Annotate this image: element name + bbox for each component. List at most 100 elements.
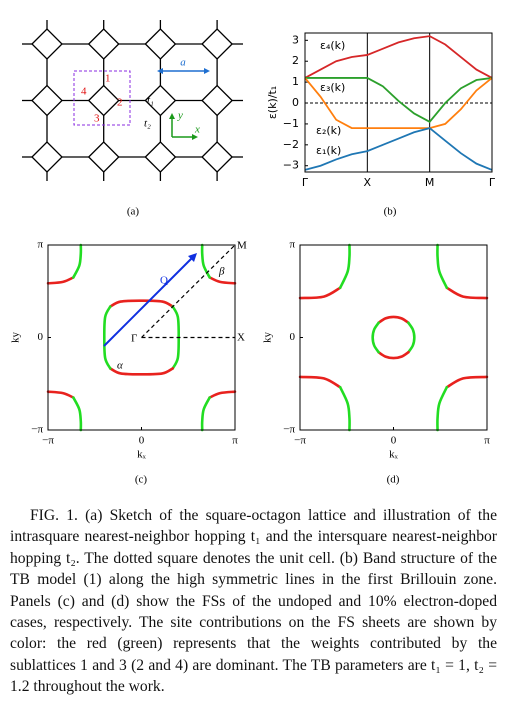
- site-label: 1: [105, 73, 111, 85]
- y-axis-label: ε(k)/t₁: [266, 86, 279, 119]
- y-tick-label: −3: [283, 159, 299, 172]
- q-vector-head: [188, 253, 197, 262]
- panel-label: (d): [387, 474, 400, 486]
- figure: 1 2 3 4 t₁ t₂ a y x (a) (b) (c) (d) Γ X M Γ…: [10, 20, 496, 486]
- x-tick-label: 0: [391, 435, 397, 447]
- y-tick-label: 1: [292, 75, 299, 88]
- x-tick-label: Γ: [302, 176, 309, 189]
- fermi-surface: [377, 350, 410, 360]
- fermi-surface: [338, 385, 351, 432]
- fermi-surface: [108, 299, 175, 308]
- square: [144, 28, 177, 60]
- axis-label: x: [194, 124, 200, 136]
- lattice-arrow-head: [157, 68, 210, 74]
- panel-label: (b): [384, 206, 397, 218]
- y-tick-label: 2: [292, 54, 299, 67]
- square: [31, 141, 63, 173]
- square: [144, 141, 177, 173]
- annotation: X: [237, 332, 245, 344]
- annotation: M: [237, 240, 247, 252]
- annotation: α: [117, 360, 123, 372]
- band-line: [305, 77, 493, 123]
- axes-arrow-heads: [169, 113, 198, 140]
- fermi-surface: [208, 390, 237, 399]
- band-label: ε₁(k): [316, 144, 341, 157]
- y-tick-label: π: [37, 239, 43, 251]
- axis-label: y: [177, 110, 183, 122]
- x-tick-label: π: [484, 435, 490, 447]
- site-label: 4: [81, 86, 87, 98]
- plot-frame: [299, 244, 488, 431]
- band-line: [304, 127, 493, 171]
- x-axis-label: kₓ: [389, 449, 399, 461]
- band-line: [304, 77, 493, 130]
- panel-c-annotations: Q β α Γ X M: [103, 240, 247, 372]
- site-label: 3: [94, 113, 100, 125]
- fermi-surface: [371, 321, 380, 354]
- square: [31, 28, 63, 60]
- hopping-label: t₂: [144, 118, 151, 130]
- annotation: β: [218, 266, 225, 278]
- path-line: [141, 244, 236, 339]
- fermi-surface: [445, 286, 489, 300]
- y-tick-label: 0: [38, 331, 44, 343]
- plot-frame: [304, 32, 493, 173]
- x-tick-label: 0: [139, 435, 145, 447]
- square: [201, 141, 234, 173]
- x-tick-label: −π: [294, 435, 306, 447]
- fermi-surface: [208, 276, 237, 285]
- square: [201, 28, 234, 60]
- axes-arrows: [171, 117, 194, 138]
- square: [87, 84, 120, 117]
- q-vector: [103, 257, 193, 347]
- y-axis-label: ky: [10, 332, 22, 344]
- fermi-surface: [445, 375, 489, 389]
- annotation: Γ: [131, 333, 137, 345]
- x-axis-label: kₓ: [137, 449, 147, 461]
- fermi-surface: [200, 243, 211, 279]
- band-label: ε₂(k): [316, 124, 341, 137]
- y-tick-label: −1: [283, 117, 299, 130]
- band-label: ε₃(k): [320, 81, 345, 94]
- annotation: Q: [160, 275, 168, 287]
- square: [201, 84, 234, 117]
- x-tick-label: Γ: [489, 176, 496, 189]
- fermi-surface: [108, 367, 175, 376]
- x-tick-label: X: [364, 176, 372, 189]
- fermi-surface: [200, 396, 211, 432]
- fermi-surface: [407, 321, 416, 354]
- y-tick-label: 0: [292, 96, 299, 109]
- fermi-surface: [102, 305, 112, 370]
- hopping-label: t₁: [147, 95, 154, 107]
- y-tick-label: −π: [283, 424, 295, 436]
- fermi-surface: [436, 243, 449, 290]
- y-tick-label: 0: [290, 331, 296, 343]
- fermi-surface: [436, 385, 449, 432]
- band-label: ε₄(k): [320, 39, 345, 52]
- x-tick-label: π: [232, 435, 238, 447]
- fermi-surface: [338, 243, 351, 290]
- fermi-surface-chart: −π 0 π −π 0 π kₓ ky: [10, 239, 239, 461]
- band-line: [304, 35, 493, 79]
- square: [87, 28, 120, 60]
- panel-label: (c): [135, 474, 148, 486]
- fermi-surface: [72, 396, 83, 432]
- x-tick-label: −π: [42, 435, 54, 447]
- figure-caption: FIG. 1. (a) Sketch of the square-octagon…: [10, 507, 497, 696]
- square: [31, 84, 63, 117]
- unit-cell: [73, 70, 131, 126]
- x-tick-label: M: [425, 176, 435, 189]
- y-tick-label: −π: [31, 424, 43, 436]
- panel-label: (a): [127, 206, 140, 218]
- fermi-surface: [72, 243, 83, 279]
- fermi-surface: [298, 286, 342, 300]
- y-tick-label: 3: [292, 33, 299, 46]
- fermi-surface: [46, 390, 75, 399]
- lattice-constant: a: [180, 57, 186, 69]
- fermi-surface: [298, 375, 342, 389]
- fermi-surface: [46, 276, 75, 285]
- y-axis-label: ky: [262, 332, 274, 344]
- lattice-diagram: [22, 20, 243, 181]
